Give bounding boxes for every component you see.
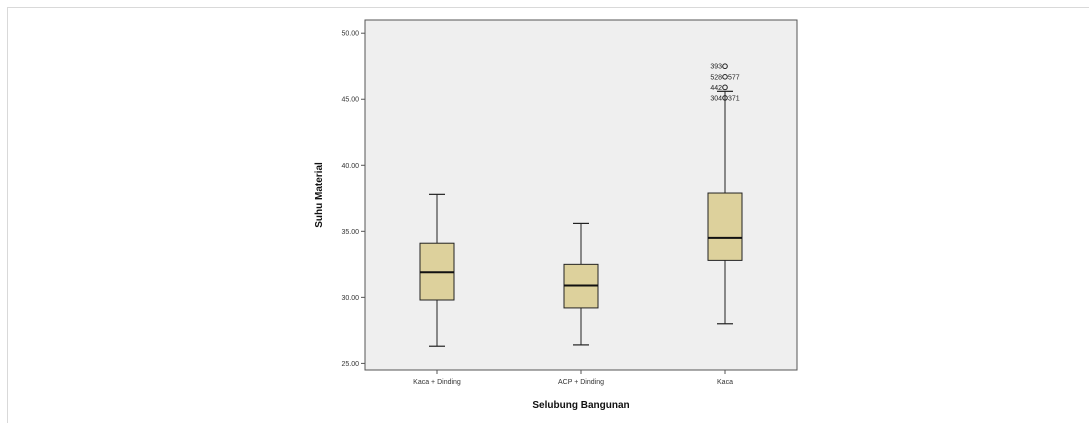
x-axis-title: Selubung Bangunan [532,400,629,411]
y-tick-label: 25.00 [341,361,359,368]
x-axis: Kaca + Dinding ACP + Dinding Kaca [413,370,733,386]
outlier-point [722,63,728,70]
x-tick-label: Kaca [717,379,733,386]
y-axis: 25.00 30.00 35.00 40.00 45.00 50.00 [341,31,365,368]
outlier-point [722,95,728,101]
y-tick-label: 30.00 [341,295,359,302]
outlier-point [722,73,728,80]
y-tick-label: 40.00 [341,163,359,170]
outlier-label: 304 [710,95,722,102]
y-axis-title: Suhu Material [314,162,325,228]
y-tick-label: 45.00 [341,97,359,104]
box-2 [563,222,599,346]
iqr-box [707,192,743,261]
boxes-group: 393 528 577 442 304 371 [419,63,743,347]
box-3: 393 528 577 442 304 371 [707,63,743,325]
outlier-label: 371 [728,95,740,102]
outlier-label: 528 [710,74,722,81]
outlier-point [722,84,728,91]
outlier-label: 393 [710,64,722,71]
outlier-label: 577 [728,74,740,81]
x-tick-label: Kaca + Dinding [413,379,461,386]
y-tick-label: 50.00 [341,31,359,38]
box-1 [419,193,455,347]
outlier-label: 442 [710,85,722,92]
y-tick-label: 35.00 [341,229,359,236]
x-tick-label: ACP + Dinding [558,379,604,386]
